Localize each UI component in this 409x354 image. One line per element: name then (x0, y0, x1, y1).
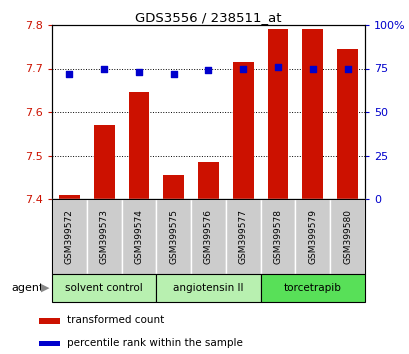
Bar (163, 175, 184, 199)
Point (135, 69, 142, 75)
Bar (336, 49, 357, 199)
Text: solvent control: solvent control (65, 283, 143, 293)
Bar (302, 29, 322, 199)
Bar (191, 199, 225, 274)
Text: percentile rank within the sample: percentile rank within the sample (67, 338, 242, 348)
Bar (38, 318, 60, 324)
Bar (94, 125, 115, 199)
Bar (295, 199, 329, 274)
Bar (38, 341, 60, 346)
Point (205, 67, 211, 73)
Text: GSM399580: GSM399580 (342, 209, 351, 264)
Text: GSM399575: GSM399575 (169, 209, 178, 264)
Bar (260, 199, 295, 274)
Point (309, 66, 315, 72)
Text: torcetrapib: torcetrapib (283, 283, 341, 293)
Text: ▶: ▶ (41, 283, 50, 293)
Text: GSM399576: GSM399576 (204, 209, 213, 264)
Bar (59, 195, 80, 199)
Bar (225, 199, 260, 274)
Bar (198, 162, 218, 199)
Point (170, 71, 177, 76)
Text: GSM399573: GSM399573 (99, 209, 108, 264)
Point (239, 66, 246, 72)
Bar (52, 274, 156, 302)
Text: transformed count: transformed count (67, 315, 164, 325)
Bar (156, 274, 260, 302)
Point (101, 66, 107, 72)
Bar (267, 29, 288, 199)
Text: angiotensin II: angiotensin II (173, 283, 243, 293)
Text: agent: agent (11, 283, 44, 293)
Text: GSM399577: GSM399577 (238, 209, 247, 264)
Text: GSM399579: GSM399579 (308, 209, 317, 264)
Point (274, 64, 281, 70)
Text: GSM399574: GSM399574 (134, 209, 143, 264)
Text: GSM399578: GSM399578 (273, 209, 282, 264)
Bar (156, 199, 191, 274)
Point (66, 71, 72, 76)
Bar (128, 92, 149, 199)
Point (344, 66, 350, 72)
Text: GSM399572: GSM399572 (65, 209, 74, 264)
Bar (52, 199, 87, 274)
Bar (232, 62, 253, 199)
Bar (87, 199, 121, 274)
Bar (260, 274, 364, 302)
Title: GDS3556 / 238511_at: GDS3556 / 238511_at (135, 11, 281, 24)
Bar (329, 199, 364, 274)
Bar (121, 199, 156, 274)
